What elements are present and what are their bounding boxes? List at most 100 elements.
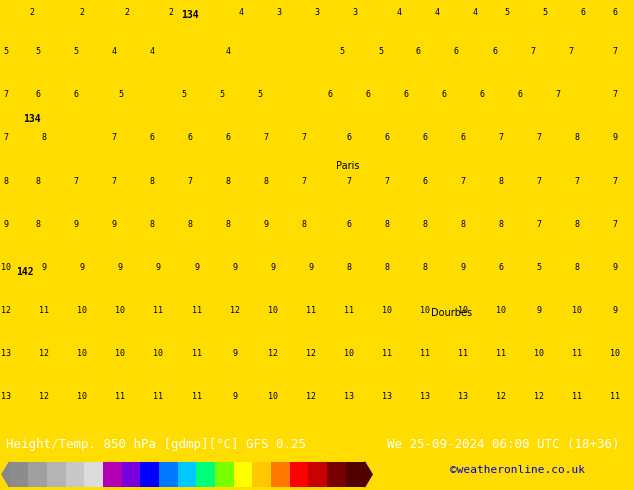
Text: 6: 6 (492, 47, 497, 56)
Text: 11: 11 (458, 349, 468, 358)
Text: 11: 11 (344, 306, 354, 315)
Bar (159, 462, 178, 487)
Text: 10: 10 (496, 306, 506, 315)
Text: 6: 6 (365, 90, 370, 99)
Text: 9: 9 (42, 263, 47, 272)
Text: 13: 13 (1, 349, 11, 358)
Text: 6: 6 (346, 220, 351, 229)
Text: 5: 5 (4, 47, 9, 56)
Text: 11: 11 (191, 392, 202, 401)
Text: 2: 2 (169, 8, 174, 18)
Text: 11: 11 (39, 306, 49, 315)
Text: 7: 7 (568, 47, 573, 56)
Text: 11: 11 (572, 392, 582, 401)
Text: 10: 10 (344, 349, 354, 358)
Text: 10: 10 (610, 349, 620, 358)
Text: 6: 6 (384, 133, 389, 143)
FancyArrow shape (2, 462, 10, 487)
Text: Dourbes: Dourbes (431, 308, 472, 318)
Bar (28, 462, 47, 487)
Bar (178, 462, 197, 487)
Text: 9: 9 (156, 263, 161, 272)
Text: 4: 4 (238, 8, 243, 18)
Text: 7: 7 (574, 176, 579, 186)
Bar (122, 462, 140, 487)
Text: 8: 8 (150, 176, 155, 186)
Text: 6: 6 (441, 90, 446, 99)
Bar (84, 462, 103, 487)
Text: 7: 7 (188, 176, 193, 186)
Bar (65, 462, 84, 487)
Text: 12: 12 (39, 392, 49, 401)
Text: 7: 7 (612, 90, 618, 99)
Text: 4: 4 (435, 8, 440, 18)
Bar (271, 462, 290, 487)
Text: 8: 8 (36, 220, 41, 229)
Text: 5: 5 (36, 47, 41, 56)
Text: 8: 8 (498, 220, 503, 229)
Text: 5: 5 (340, 47, 345, 56)
Text: 8: 8 (574, 220, 579, 229)
Text: 9: 9 (612, 133, 618, 143)
Bar (197, 462, 215, 487)
Text: 9: 9 (460, 263, 465, 272)
Text: 6: 6 (150, 133, 155, 143)
Text: 7: 7 (264, 133, 269, 143)
Text: 12: 12 (230, 306, 240, 315)
Bar (346, 462, 365, 487)
Text: 10: 10 (77, 349, 87, 358)
Text: 11: 11 (306, 306, 316, 315)
Text: 9: 9 (118, 263, 123, 272)
Text: 10: 10 (458, 306, 468, 315)
Text: 9: 9 (612, 306, 618, 315)
Text: 11: 11 (610, 392, 620, 401)
FancyArrow shape (365, 462, 372, 487)
Text: 11: 11 (382, 349, 392, 358)
Text: 7: 7 (612, 47, 618, 56)
Text: 9: 9 (232, 263, 237, 272)
Text: 13: 13 (458, 392, 468, 401)
Text: 11: 11 (115, 392, 126, 401)
Text: 2: 2 (124, 8, 129, 18)
Text: 11: 11 (496, 349, 506, 358)
Text: 5: 5 (219, 90, 224, 99)
Text: Height/Temp. 850 hPa [gdmp][°C] GFS 0.25: Height/Temp. 850 hPa [gdmp][°C] GFS 0.25 (6, 438, 306, 451)
Text: 13: 13 (382, 392, 392, 401)
Text: 8: 8 (226, 176, 231, 186)
Text: 6: 6 (416, 47, 421, 56)
Text: 7: 7 (302, 176, 307, 186)
Text: 4: 4 (150, 47, 155, 56)
Text: 12: 12 (268, 349, 278, 358)
Text: 9: 9 (612, 263, 618, 272)
Text: 7: 7 (612, 176, 618, 186)
Bar (103, 462, 122, 487)
Text: 10: 10 (268, 306, 278, 315)
Text: 8: 8 (460, 220, 465, 229)
Text: 9: 9 (4, 220, 9, 229)
Text: 6: 6 (226, 133, 231, 143)
Text: 6: 6 (517, 90, 522, 99)
Text: 6: 6 (327, 90, 332, 99)
Text: 6: 6 (612, 8, 618, 18)
Text: 6: 6 (454, 47, 459, 56)
Text: 9: 9 (232, 349, 237, 358)
Text: 12: 12 (306, 349, 316, 358)
Text: 9: 9 (270, 263, 275, 272)
Text: 9: 9 (308, 263, 313, 272)
Text: 5: 5 (118, 90, 123, 99)
Bar (140, 462, 159, 487)
Text: 12: 12 (39, 349, 49, 358)
Text: 7: 7 (4, 90, 9, 99)
Text: 11: 11 (572, 349, 582, 358)
Text: 3: 3 (276, 8, 281, 18)
Text: 6: 6 (422, 133, 427, 143)
Text: 2: 2 (80, 8, 85, 18)
Text: 7: 7 (460, 176, 465, 186)
Text: 8: 8 (188, 220, 193, 229)
Text: 6: 6 (403, 90, 408, 99)
Text: 6: 6 (479, 90, 484, 99)
Text: 9: 9 (74, 220, 79, 229)
Text: 7: 7 (536, 220, 541, 229)
Text: 10: 10 (77, 306, 87, 315)
Text: 5: 5 (181, 90, 186, 99)
